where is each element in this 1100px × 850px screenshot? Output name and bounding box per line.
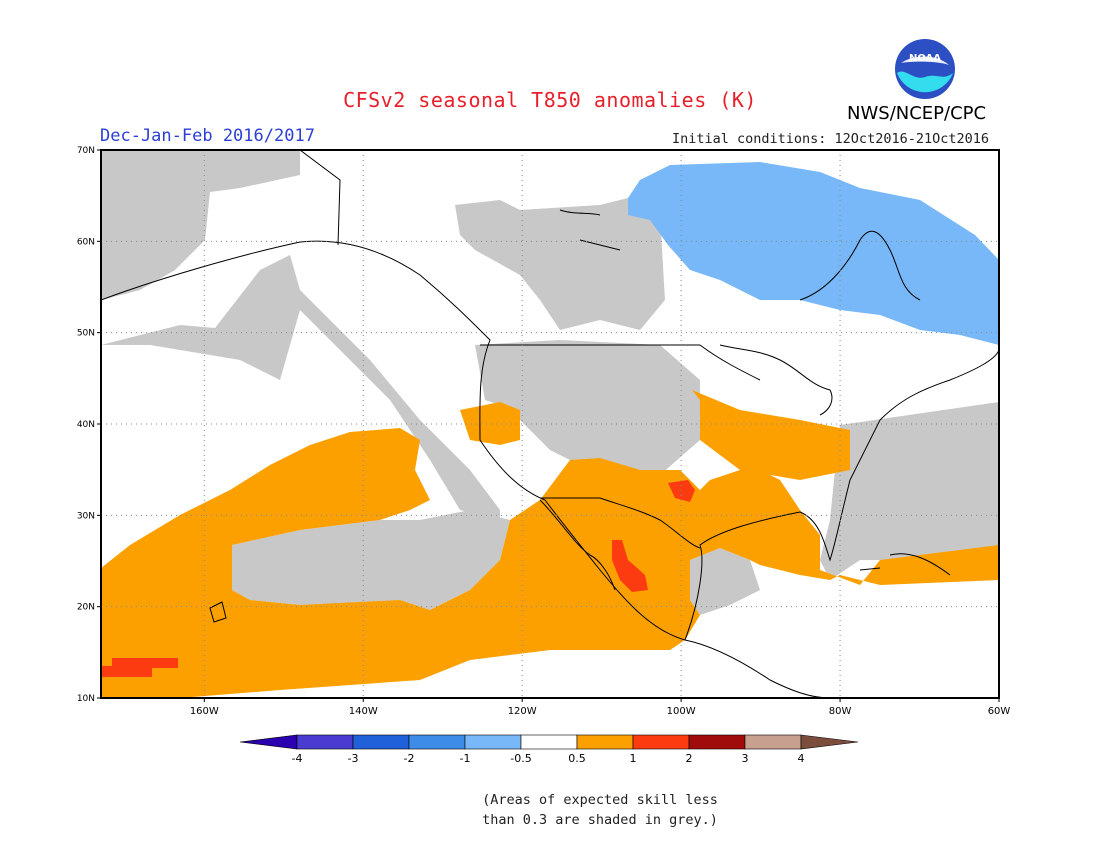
skill-note-line-1: (Areas of expected skill less bbox=[482, 792, 718, 808]
logo-wave bbox=[897, 71, 953, 93]
colorbar-label: 2 bbox=[686, 752, 693, 765]
forecast-period: Dec-Jan-Feb 2016/2017 bbox=[100, 126, 315, 146]
strong-warm-anomaly-region bbox=[101, 480, 695, 677]
noaa-logo: NOAA bbox=[895, 39, 955, 99]
colorbar-box bbox=[576, 734, 634, 750]
lat-label: 40N bbox=[77, 420, 95, 430]
lat-label: 70N bbox=[77, 146, 95, 156]
colorbar-box bbox=[464, 734, 522, 750]
colorbar-label: 3 bbox=[742, 752, 749, 765]
logo-text: NOAA bbox=[909, 53, 941, 64]
skill-note-line-2: than 0.3 are shaded in grey.) bbox=[482, 812, 718, 828]
lon-label: 80W bbox=[829, 706, 852, 717]
initial-conditions: Initial conditions: 12Oct2016-21Oct2016 bbox=[672, 131, 989, 147]
colorbar-label: -3 bbox=[348, 752, 359, 765]
lon-label: 140W bbox=[349, 706, 378, 717]
low-skill-shading bbox=[101, 150, 999, 622]
lat-label: 50N bbox=[77, 329, 95, 339]
warm-anomaly-region bbox=[101, 390, 999, 698]
lat-label: 30N bbox=[77, 511, 95, 521]
colorbar-box bbox=[296, 734, 354, 750]
axis-labels: 160W 140W 120W 100W 80W 60W 10N 20N 30N 40N 50N 60N… bbox=[77, 146, 1011, 717]
lon-label: 100W bbox=[667, 706, 696, 717]
colorbar: -4 -3 -2 -1 -0.5 0.5 1 2 3 4 bbox=[239, 734, 859, 765]
colorbar-label: 0.5 bbox=[568, 752, 586, 765]
lat-label: 60N bbox=[77, 237, 95, 247]
colorbar-box bbox=[688, 734, 746, 750]
agency-label: NWS/NCEP/CPC bbox=[847, 103, 987, 124]
colorbar-box bbox=[408, 734, 466, 750]
colorbar-label: -4 bbox=[292, 752, 303, 765]
colorbar-box bbox=[632, 734, 690, 750]
colorbar-box bbox=[520, 734, 578, 750]
chart-title: CFSv2 seasonal T850 anomalies (K) bbox=[343, 88, 757, 112]
skill-note: (Areas of expected skill less than 0.3 a… bbox=[470, 790, 730, 830]
colorbar-arrow-low bbox=[239, 734, 298, 750]
colorbar-label: -1 bbox=[460, 752, 471, 765]
lon-label: 120W bbox=[508, 706, 537, 717]
colorbar-label: 4 bbox=[798, 752, 805, 765]
lat-label: 20N bbox=[77, 603, 95, 613]
colorbar-box bbox=[744, 734, 802, 750]
colorbar-box bbox=[352, 734, 410, 750]
lon-label: 160W bbox=[190, 706, 219, 717]
lat-label: 10N bbox=[77, 694, 95, 704]
lon-label: 60W bbox=[988, 706, 1011, 717]
cool-anomaly-region bbox=[628, 162, 999, 345]
colorbar-label: -0.5 bbox=[510, 752, 531, 765]
colorbar-arrow-high bbox=[800, 734, 859, 750]
colorbar-label: 1 bbox=[630, 752, 637, 765]
logo-bird bbox=[901, 56, 949, 65]
colorbar-label: -2 bbox=[404, 752, 415, 765]
